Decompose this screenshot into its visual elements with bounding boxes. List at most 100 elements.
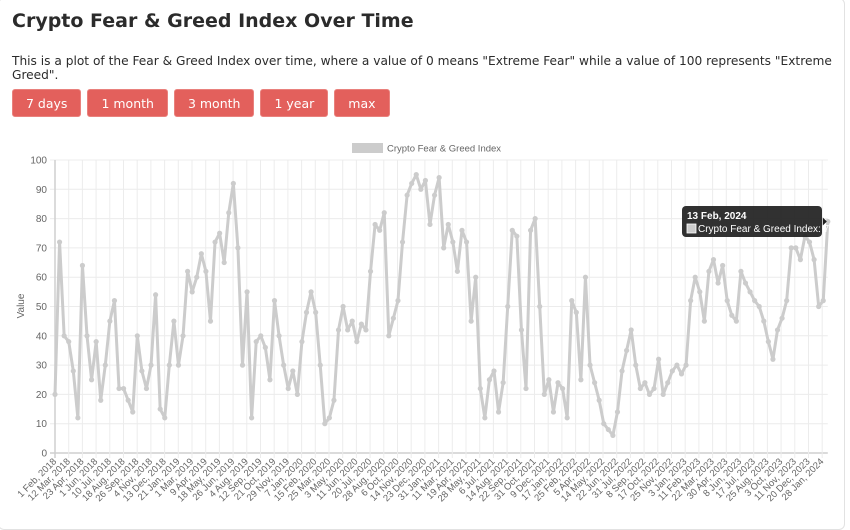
data-point	[267, 377, 273, 383]
data-point	[61, 333, 67, 339]
data-point	[550, 409, 557, 415]
data-point	[445, 221, 451, 228]
y-tick-label: 0	[41, 449, 47, 460]
data-point	[130, 409, 136, 415]
range-button-7-days[interactable]: 7 days	[12, 89, 82, 117]
data-point	[701, 318, 707, 324]
data-point	[70, 368, 76, 374]
data-point	[102, 362, 108, 368]
data-point	[733, 318, 739, 324]
y-tick-label: 100	[30, 156, 47, 167]
data-point	[148, 362, 154, 368]
data-point	[628, 327, 634, 333]
data-point	[326, 415, 332, 421]
data-point	[811, 257, 817, 263]
data-point	[217, 230, 223, 236]
data-point	[820, 298, 826, 304]
data-point	[116, 385, 122, 392]
data-point	[404, 192, 410, 198]
data-point	[482, 415, 488, 421]
data-point	[697, 289, 703, 295]
data-point	[742, 280, 749, 286]
data-point	[308, 289, 314, 295]
data-point	[409, 180, 415, 187]
data-point	[189, 289, 195, 295]
y-tick-label: 20	[36, 390, 48, 401]
data-point	[665, 380, 671, 386]
data-point	[335, 327, 342, 333]
data-point	[660, 391, 666, 397]
data-point	[239, 362, 246, 368]
data-point	[582, 274, 589, 280]
data-point	[212, 239, 218, 245]
data-point	[418, 186, 424, 192]
data-point	[180, 333, 186, 339]
data-point	[587, 362, 593, 368]
data-point	[125, 397, 131, 403]
data-point	[454, 268, 461, 274]
data-point	[194, 274, 200, 280]
data-point	[98, 397, 104, 403]
data-point	[610, 432, 616, 439]
y-tick-label: 80	[36, 214, 48, 225]
data-point	[436, 174, 442, 181]
data-point	[139, 368, 145, 374]
data-point	[207, 318, 214, 324]
data-point	[349, 318, 355, 324]
range-button-1-month[interactable]: 1 month	[87, 89, 168, 117]
data-point	[806, 239, 813, 245]
page-title: Crypto Fear & Greed Index Over Time	[12, 10, 414, 32]
data-point	[500, 380, 506, 386]
data-point	[331, 397, 337, 403]
data-point	[198, 251, 204, 257]
data-point	[614, 409, 621, 415]
data-point	[262, 344, 268, 351]
data-point	[52, 391, 58, 397]
data-point	[185, 268, 191, 274]
data-point	[367, 268, 374, 274]
data-point	[509, 227, 515, 233]
data-point	[706, 268, 712, 274]
data-point	[784, 298, 790, 304]
data-point	[450, 239, 456, 245]
data-point	[271, 298, 278, 304]
data-point	[75, 415, 81, 421]
data-point	[669, 368, 675, 374]
data-point	[825, 218, 831, 225]
series-line	[52, 172, 831, 439]
data-point	[56, 239, 63, 245]
data-point	[765, 339, 771, 345]
data-point	[84, 333, 90, 339]
data-point	[134, 333, 140, 339]
data-point	[354, 339, 360, 345]
data-point	[427, 221, 433, 228]
data-point	[463, 239, 470, 245]
data-point	[674, 362, 680, 368]
data-point	[253, 339, 259, 345]
data-point	[779, 315, 785, 321]
data-point	[738, 268, 744, 274]
data-point	[633, 362, 639, 368]
data-point	[788, 245, 794, 251]
data-point	[793, 245, 799, 251]
data-point	[422, 177, 429, 184]
data-point	[678, 371, 685, 377]
y-tick-label: 10	[36, 419, 48, 430]
data-point	[413, 172, 419, 178]
data-point	[724, 298, 730, 304]
data-point	[578, 377, 584, 383]
data-point	[715, 280, 721, 286]
data-point	[688, 298, 694, 304]
range-button-max[interactable]: max	[334, 89, 390, 117]
range-button-3-month[interactable]: 3 month	[173, 89, 255, 117]
range-button-1-year[interactable]: 1 year	[260, 89, 329, 117]
data-point	[162, 415, 168, 421]
data-point	[244, 289, 250, 295]
legend[interactable]: Crypto Fear & Greed Index	[352, 143, 501, 155]
data-point	[532, 216, 538, 222]
data-point	[619, 368, 625, 374]
data-point	[646, 391, 653, 397]
y-tick-label: 70	[36, 243, 48, 254]
